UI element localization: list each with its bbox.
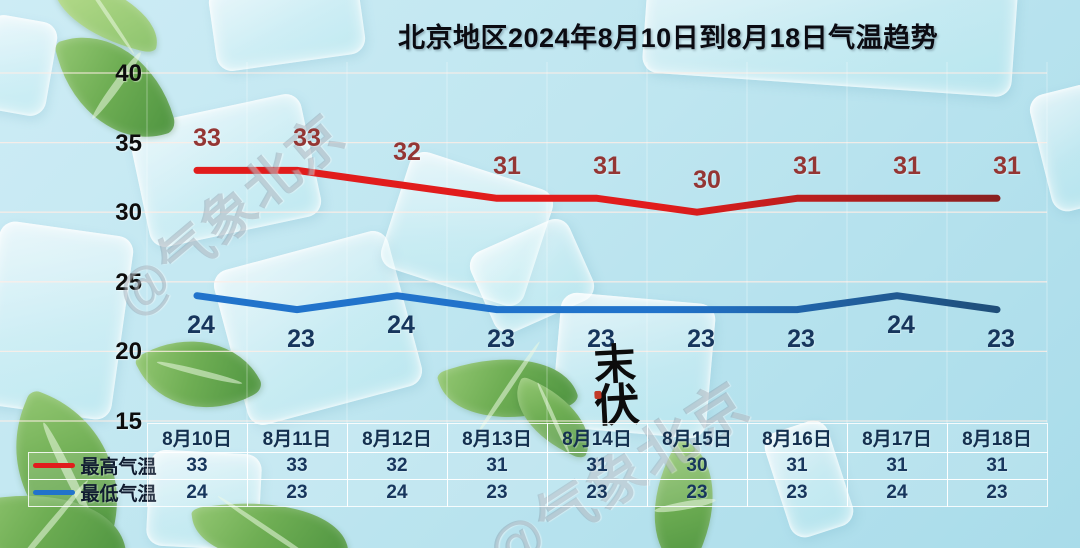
table-temp-value: 32: [346, 451, 448, 480]
temperature-table: 8月10日 8月11日 8月12日 8月13日 8月14日 8月15日 8月16日 8月17日…: [27, 422, 1048, 507]
max-temp-value-label: 31: [493, 152, 521, 181]
mofu-annotation: 末 伏: [574, 339, 658, 433]
y-tick-label: 40: [115, 60, 142, 87]
table-date-header: 8月13日: [446, 422, 548, 453]
table-temp-value: 30: [646, 451, 748, 480]
min-temp-value-label: 23: [287, 324, 315, 353]
min-temp-value-label: 23: [687, 324, 715, 353]
y-tick-label: 15: [115, 408, 142, 435]
table-temp-value: 23: [646, 478, 748, 507]
y-tick-label: 35: [115, 129, 142, 157]
legend-label: 最低气温: [80, 484, 157, 505]
table-temp-value: 31: [446, 451, 548, 480]
table-temp-value: 31: [946, 451, 1048, 480]
table-temp-value: 24: [346, 478, 448, 507]
table-date-header: 8月15日: [646, 422, 748, 453]
table-legend-spacer: [28, 423, 148, 453]
table-temp-value: 33: [246, 451, 348, 480]
max-temp-value-label: 30: [693, 166, 721, 195]
table-date-header: 8月11日: [246, 422, 348, 453]
table-temp-value: 23: [946, 478, 1048, 507]
min-temp-value-label: 23: [587, 324, 615, 353]
table-temp-value: 23: [446, 478, 548, 507]
table-temp-value: 33: [146, 451, 248, 480]
table-date-header: 8月16日: [746, 422, 848, 453]
min-temp-value-label: 24: [387, 310, 415, 339]
table-temp-value: 23: [746, 478, 848, 507]
table-temp-value: 24: [146, 478, 248, 507]
min-temp-line-swatch: [32, 490, 75, 495]
max-temp-value-label: 32: [393, 138, 421, 167]
table-temp-value: 23: [546, 478, 648, 507]
table-date-header: 8月14日: [546, 422, 648, 453]
min-temp-value-label: 24: [887, 310, 915, 339]
legend-item: 最高气温: [27, 451, 157, 480]
red-seal-icon: [594, 390, 602, 400]
min-temp-line: [193, 292, 1001, 314]
legend-label: 最高气温: [80, 457, 157, 478]
max-temp-value-label: 33: [293, 124, 321, 153]
table-temp-value: 31: [546, 451, 648, 480]
y-tick-label: 20: [115, 338, 142, 366]
legend-item: 最低气温: [27, 478, 157, 507]
table-temp-value: 31: [746, 451, 848, 480]
max-temp-value-label: 31: [893, 152, 921, 181]
min-temp-value-label: 24: [187, 310, 215, 339]
max-temp-line: [193, 166, 1001, 216]
min-temp-value-label: 23: [787, 324, 815, 353]
table-temp-value: 23: [246, 478, 348, 507]
table-date-header: 8月12日: [346, 422, 448, 453]
table-date-header: 8月10日: [146, 422, 248, 453]
mofu-char-2: 伏: [593, 377, 641, 433]
min-temp-value-label: 23: [987, 324, 1015, 353]
table-temp-value: 31: [846, 451, 948, 480]
y-tick-label: 25: [115, 268, 142, 296]
max-temp-value-label: 31: [593, 152, 621, 181]
max-temp-value-label: 31: [793, 152, 821, 181]
max-temp-value-label: 31: [993, 152, 1021, 181]
table-date-header: 8月17日: [846, 422, 948, 453]
chart-title: 北京地区2024年8月10日到8月18日气温趋势: [398, 23, 939, 53]
max-temp-line-swatch: [32, 463, 75, 468]
max-temp-value-label: 33: [193, 124, 221, 153]
y-tick-label: 30: [115, 199, 142, 227]
min-temp-value-label: 23: [487, 324, 515, 353]
table-date-header: 8月18日: [946, 422, 1048, 453]
table-temp-value: 24: [846, 478, 948, 507]
